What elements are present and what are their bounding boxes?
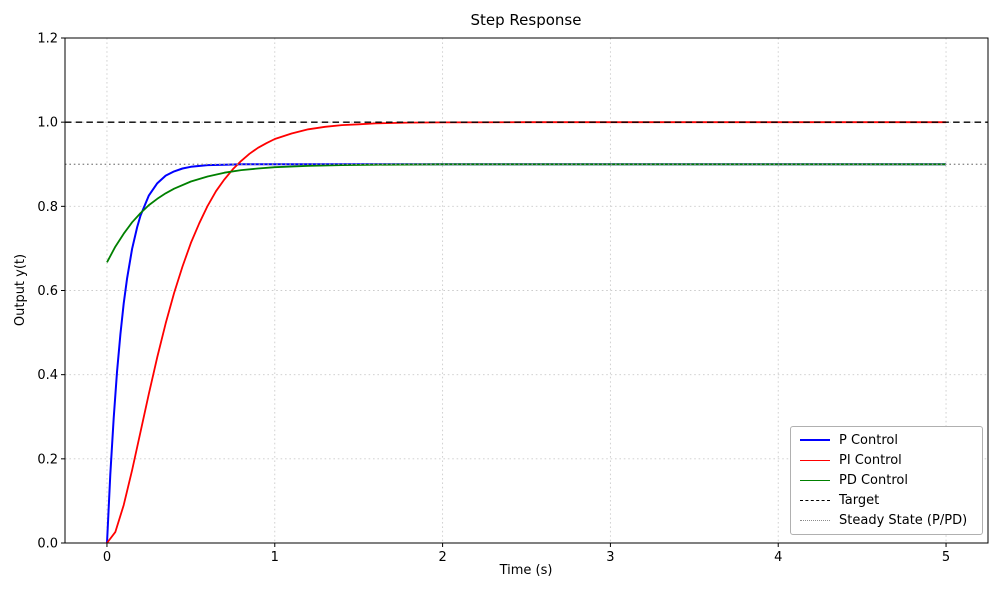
legend-label-steady: Steady State (P/PD): [839, 513, 968, 529]
legend-item-p-control: P Control: [800, 433, 978, 448]
y-tick-label: 1.2: [37, 32, 58, 47]
x-tick-label: 4: [774, 550, 782, 565]
y-tick-label: 0.8: [37, 200, 58, 215]
x-tick-label: 5: [942, 550, 950, 565]
x-tick-label: 3: [606, 550, 614, 565]
legend-item-steady-state: Steady State (P/PD): [800, 513, 978, 528]
legend-item-pi-control: PI Control: [800, 453, 978, 468]
x-axis-label: Time (s): [499, 563, 553, 578]
y-tick-label: 0.0: [37, 537, 58, 552]
legend-line-sample-pi: [800, 459, 830, 461]
legend-label-pd: PD Control: [839, 472, 908, 488]
y-tick-label: 0.4: [37, 368, 58, 383]
legend-label-target: Target: [839, 493, 880, 509]
y-tick-label: 0.2: [37, 452, 58, 467]
x-tick-label: 1: [271, 550, 279, 565]
legend-item-pd-control: PD Control: [800, 473, 978, 488]
legend-label-p: P Control: [839, 432, 898, 448]
legend-line-sample-target: [800, 500, 830, 502]
legend-line-sample-pd: [800, 479, 830, 481]
legend-line-sample-p: [800, 439, 830, 442]
y-tick-label: 0.6: [37, 284, 58, 299]
y-axis-label: Output y(t): [13, 253, 28, 327]
legend-item-target: Target: [800, 493, 978, 508]
x-tick-label: 2: [438, 550, 446, 565]
x-tick-label: 0: [103, 550, 111, 565]
legend: P Control PI Control PD Control Target S…: [790, 426, 983, 535]
legend-label-pi: PI Control: [839, 452, 902, 468]
chart-title: Step Response: [470, 11, 582, 29]
legend-line-sample-steady: [800, 520, 830, 522]
y-tick-label: 1.0: [37, 116, 58, 131]
